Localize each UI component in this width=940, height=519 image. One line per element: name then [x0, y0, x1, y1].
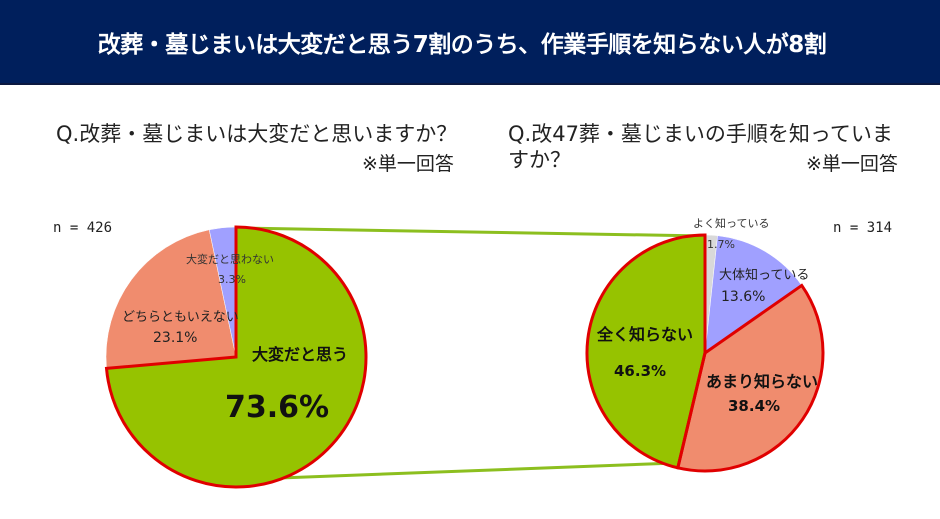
highlight-outline: [104, 225, 368, 489]
right-slice-label-not-at-all: 全く知らない: [597, 325, 694, 344]
right-slice-value-not-much: 38.4%: [728, 397, 781, 415]
right-slice-label-know-mostly: 大体知っている: [719, 268, 810, 283]
right-answer-note: ※単一回答: [806, 153, 898, 175]
pie-slice: [105, 229, 237, 369]
left-slice-label-not-hard: 大変だと思わない: [186, 253, 274, 266]
left-sample-size: n = 426: [53, 220, 113, 236]
left-slice-label-neutral: どちらともいえない: [122, 310, 239, 325]
left-answer-note: ※単一回答: [362, 153, 454, 175]
header-banner: 改葬・墓じまいは大変だと思う7割のうち、作業手順を知らない人が8割: [0, 0, 940, 85]
left-question: Q.改葬・墓じまいは大変だと思いますか？: [56, 122, 458, 146]
right-slice-label-not-much: あまり知らない: [706, 372, 819, 391]
right-pie: [585, 233, 825, 473]
left-slice-value-not-hard: 3.3%: [218, 273, 246, 286]
right-slice-value-not-at-all: 46.3%: [614, 362, 667, 380]
header-title: 改葬・墓じまいは大変だと思う7割のうち、作業手順を知らない人が8割: [97, 31, 827, 58]
connector-top: [235, 226, 706, 238]
right-slice-value-know-mostly: 13.6%: [721, 289, 766, 305]
connector-bottom: [279, 461, 677, 480]
right-sample-size: n = 314: [833, 220, 893, 236]
left-pie: [104, 225, 368, 489]
highlight-outline: [676, 283, 825, 473]
left-slice-value-neutral: 23.1%: [153, 330, 198, 346]
right-slice-value-know-well: 1.7%: [707, 238, 735, 251]
pie-slice: [704, 235, 803, 354]
right-question: Q.改47葬・墓じまいの手順を知っていますか？: [508, 122, 893, 172]
left-slice-label-hard: 大変だと思う: [252, 345, 349, 364]
highlight-outline: [585, 233, 707, 470]
left-slice-value-hard: 73.6%: [225, 390, 330, 425]
right-slice-label-know-well: よく知っている: [693, 217, 770, 230]
